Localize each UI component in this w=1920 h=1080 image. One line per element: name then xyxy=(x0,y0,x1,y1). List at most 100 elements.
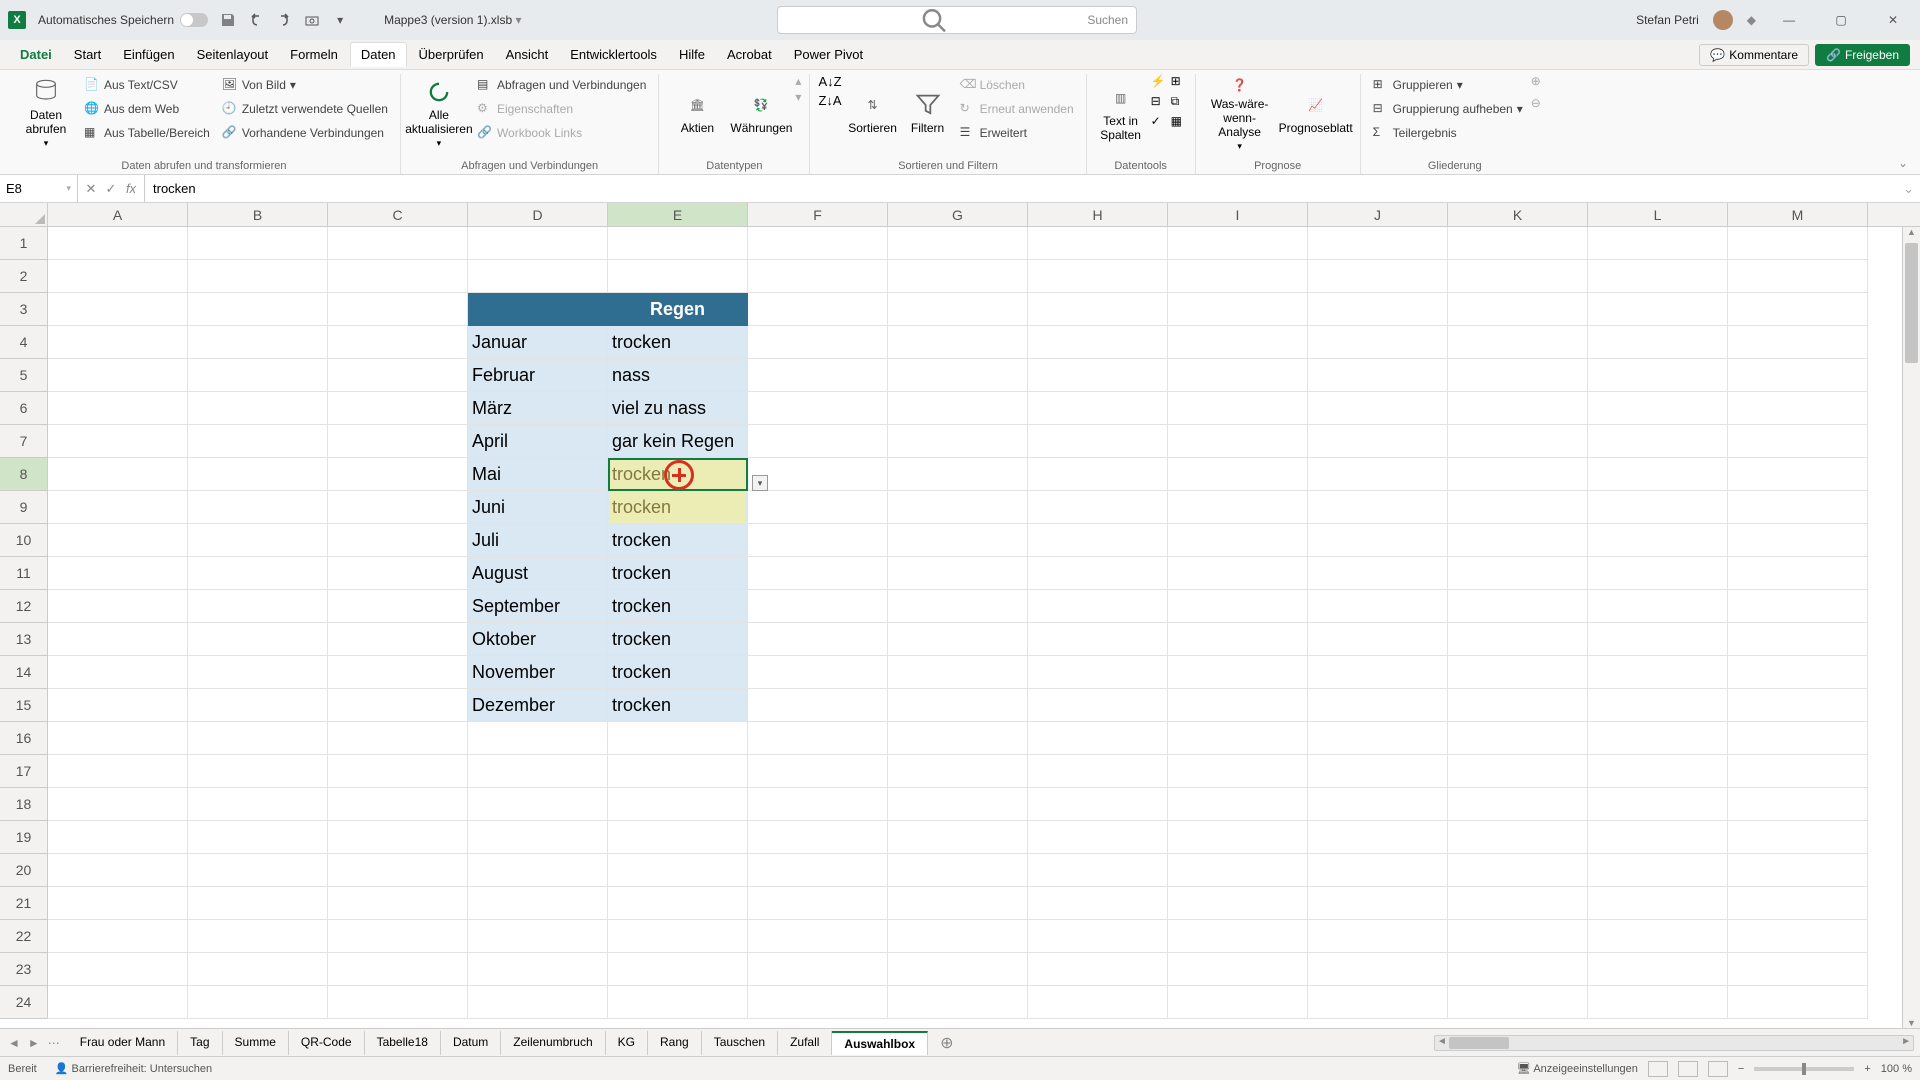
cell[interactable] xyxy=(1448,887,1588,920)
redo-icon[interactable] xyxy=(276,12,292,28)
cell[interactable] xyxy=(748,755,888,788)
cell[interactable] xyxy=(1168,821,1308,854)
cell[interactable] xyxy=(1168,722,1308,755)
cell[interactable] xyxy=(748,854,888,887)
cell[interactable] xyxy=(48,953,188,986)
sheet-tab[interactable]: Tabelle18 xyxy=(365,1031,441,1055)
close-icon[interactable]: ✕ xyxy=(1874,6,1912,34)
cell[interactable]: trocken xyxy=(608,590,748,623)
cell[interactable]: Mai xyxy=(468,458,608,491)
row-header[interactable]: 4 xyxy=(0,326,48,359)
cell[interactable] xyxy=(608,227,748,260)
sheet-tab[interactable]: Zufall xyxy=(778,1031,832,1055)
cell[interactable] xyxy=(188,227,328,260)
queries-conn-button[interactable]: ▤Abfragen und Verbindungen xyxy=(473,74,650,96)
cell[interactable] xyxy=(1308,557,1448,590)
cell[interactable] xyxy=(188,656,328,689)
cell[interactable] xyxy=(1168,425,1308,458)
cell[interactable] xyxy=(468,920,608,953)
cell[interactable] xyxy=(1028,359,1168,392)
cell[interactable] xyxy=(188,920,328,953)
cell[interactable] xyxy=(888,425,1028,458)
cell[interactable] xyxy=(468,953,608,986)
sort-desc-icon[interactable]: Z↓A xyxy=(818,93,841,108)
accept-formula-icon[interactable]: ✓ xyxy=(102,181,120,197)
cell[interactable] xyxy=(48,326,188,359)
from-text-button[interactable]: 📄Aus Text/CSV xyxy=(80,74,214,96)
ribbon-tab[interactable]: Einfügen xyxy=(113,43,184,66)
row-header[interactable]: 3 xyxy=(0,293,48,326)
cell[interactable] xyxy=(1308,722,1448,755)
cell[interactable] xyxy=(1448,590,1588,623)
cell[interactable] xyxy=(48,260,188,293)
cell[interactable] xyxy=(1308,293,1448,326)
cell[interactable] xyxy=(1588,689,1728,722)
cell[interactable]: September xyxy=(468,590,608,623)
data-val-icon[interactable]: ✓ xyxy=(1151,114,1167,130)
cell[interactable] xyxy=(328,524,468,557)
zoom-level[interactable]: 100 % xyxy=(1881,1063,1912,1075)
cell[interactable] xyxy=(1028,623,1168,656)
ribbon-tab[interactable]: Power Pivot xyxy=(784,43,873,66)
cell[interactable] xyxy=(608,821,748,854)
ribbon-tab[interactable]: Entwicklertools xyxy=(560,43,667,66)
cell[interactable]: Juli xyxy=(468,524,608,557)
cell[interactable]: trocken xyxy=(608,656,748,689)
cell[interactable] xyxy=(468,821,608,854)
sheet-tab[interactable]: Auswahlbox xyxy=(832,1031,928,1055)
cell[interactable] xyxy=(888,227,1028,260)
sheet-tab[interactable]: Tag xyxy=(178,1031,222,1055)
cell[interactable] xyxy=(1308,821,1448,854)
cell[interactable] xyxy=(1728,359,1868,392)
cell[interactable] xyxy=(1588,590,1728,623)
sheet-nav-all-icon[interactable]: ⋯ xyxy=(48,1036,60,1050)
cell[interactable] xyxy=(328,755,468,788)
cell[interactable] xyxy=(1588,755,1728,788)
cell[interactable] xyxy=(888,821,1028,854)
cell[interactable] xyxy=(748,227,888,260)
cell[interactable]: Februar xyxy=(468,359,608,392)
cell[interactable] xyxy=(48,821,188,854)
cell[interactable] xyxy=(468,293,608,326)
user-avatar-icon[interactable] xyxy=(1713,10,1733,30)
cell[interactable] xyxy=(188,788,328,821)
cell[interactable] xyxy=(328,623,468,656)
cell[interactable] xyxy=(608,887,748,920)
cell[interactable] xyxy=(1028,821,1168,854)
column-header[interactable]: I xyxy=(1168,203,1308,226)
fx-icon[interactable]: fx xyxy=(122,181,140,196)
cell[interactable]: trocken xyxy=(608,326,748,359)
cell[interactable] xyxy=(188,854,328,887)
cell[interactable] xyxy=(1448,524,1588,557)
cell[interactable] xyxy=(1588,623,1728,656)
column-header[interactable]: A xyxy=(48,203,188,226)
ribbon-tab[interactable]: Acrobat xyxy=(717,43,782,66)
cell[interactable] xyxy=(48,788,188,821)
cell[interactable] xyxy=(1448,260,1588,293)
cell[interactable] xyxy=(1588,227,1728,260)
search-input[interactable]: Suchen xyxy=(777,6,1137,34)
cell[interactable] xyxy=(1168,260,1308,293)
cell[interactable] xyxy=(188,887,328,920)
cell[interactable] xyxy=(1588,986,1728,1019)
display-settings-button[interactable]: 🖥 Anzeigeeinstellungen xyxy=(1517,1062,1638,1075)
cell[interactable] xyxy=(328,920,468,953)
cell[interactable] xyxy=(1588,359,1728,392)
row-header[interactable]: 6 xyxy=(0,392,48,425)
cell[interactable]: Oktober xyxy=(468,623,608,656)
cell[interactable] xyxy=(328,986,468,1019)
page-layout-view-icon[interactable] xyxy=(1678,1061,1698,1077)
cell[interactable] xyxy=(888,986,1028,1019)
cell[interactable] xyxy=(328,458,468,491)
cell[interactable] xyxy=(1448,821,1588,854)
cell[interactable] xyxy=(1588,821,1728,854)
cell[interactable] xyxy=(608,953,748,986)
cell[interactable] xyxy=(1028,458,1168,491)
cell[interactable] xyxy=(1728,227,1868,260)
cell[interactable] xyxy=(1448,755,1588,788)
cell[interactable] xyxy=(1308,920,1448,953)
cell[interactable] xyxy=(1728,425,1868,458)
cell[interactable] xyxy=(188,326,328,359)
cell[interactable] xyxy=(1168,887,1308,920)
cell[interactable] xyxy=(748,326,888,359)
